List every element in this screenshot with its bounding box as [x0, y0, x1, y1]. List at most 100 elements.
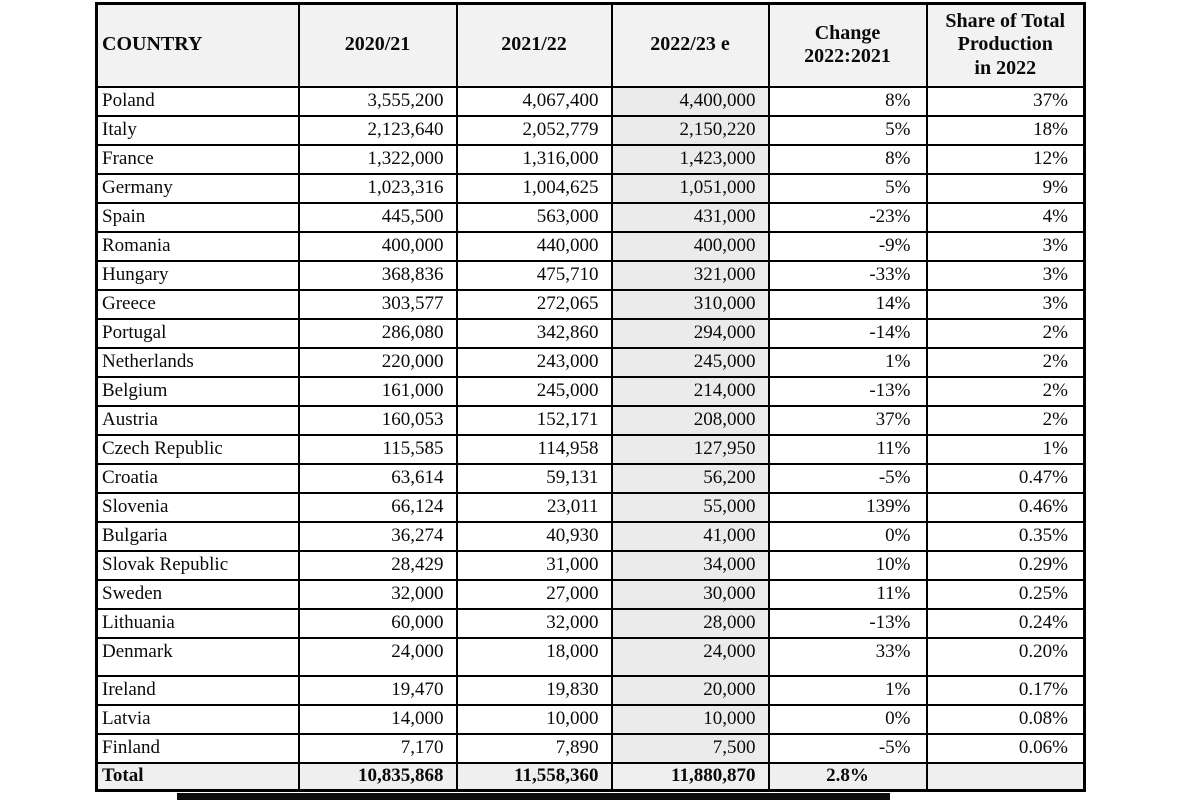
cell-change: -9%	[767, 230, 928, 262]
table-body: Poland 3,555,200 4,067,400 4,400,000 8% 37% It…	[95, 85, 1086, 764]
cell-share: 3%	[925, 288, 1086, 320]
cell-share: 2%	[925, 375, 1086, 407]
cell-share: 18%	[925, 114, 1086, 146]
cell-y2020: 28,429	[297, 549, 458, 581]
total-change: 2.8%	[767, 761, 928, 792]
cell-share: 2%	[925, 346, 1086, 378]
cell-country: Spain	[95, 201, 300, 233]
cell-share: 9%	[925, 172, 1086, 204]
cell-y2021: 19,830	[455, 674, 613, 706]
cell-country: Latvia	[95, 703, 300, 735]
cell-country: Lithuania	[95, 607, 300, 639]
cell-y2022: 28,000	[610, 607, 770, 639]
cell-y2021: 10,000	[455, 703, 613, 735]
cell-share: 0.29%	[925, 549, 1086, 581]
cell-y2022: 55,000	[610, 491, 770, 523]
cell-change: -23%	[767, 201, 928, 233]
cell-y2021: 440,000	[455, 230, 613, 262]
table-row: Romania 400,000 440,000 400,000 -9% 3%	[95, 230, 1086, 262]
cell-y2022: 400,000	[610, 230, 770, 262]
cell-y2020: 14,000	[297, 703, 458, 735]
cell-change: 1%	[767, 674, 928, 706]
cell-y2021: 475,710	[455, 259, 613, 291]
cell-y2022: 7,500	[610, 732, 770, 764]
table-row: Bulgaria 36,274 40,930 41,000 0% 0.35%	[95, 520, 1086, 552]
cell-country: Finland	[95, 732, 300, 764]
table-row: Czech Republic 115,585 114,958 127,950 11% 1%	[95, 433, 1086, 465]
table-footer: Total 10,835,868 11,558,360 11,880,870 2…	[95, 761, 1086, 792]
table-row: Spain 445,500 563,000 431,000 -23% 4%	[95, 201, 1086, 233]
table-row: Ireland 19,470 19,830 20,000 1% 0.17%	[95, 674, 1086, 706]
cell-change: 139%	[767, 491, 928, 523]
cell-change: 0%	[767, 520, 928, 552]
cell-y2022: 245,000	[610, 346, 770, 378]
header-row: COUNTRY 2020/21 2021/22 2022/23 e Change…	[95, 2, 1086, 88]
cell-y2021: 31,000	[455, 549, 613, 581]
cell-y2022: 10,000	[610, 703, 770, 735]
cell-change: -33%	[767, 259, 928, 291]
cell-y2020: 66,124	[297, 491, 458, 523]
cell-y2020: 160,053	[297, 404, 458, 436]
cell-y2020: 7,170	[297, 732, 458, 764]
cell-y2022: 41,000	[610, 520, 770, 552]
cell-change: -14%	[767, 317, 928, 349]
cell-share: 0.47%	[925, 462, 1086, 494]
cell-y2022: 34,000	[610, 549, 770, 581]
cell-y2020: 1,322,000	[297, 143, 458, 175]
cell-change: -13%	[767, 607, 928, 639]
cell-change: -5%	[767, 732, 928, 764]
cell-share: 1%	[925, 433, 1086, 465]
cell-change: -5%	[767, 462, 928, 494]
table-row: Poland 3,555,200 4,067,400 4,400,000 8% 37%	[95, 85, 1086, 117]
cell-y2021: 27,000	[455, 578, 613, 610]
table-row: France 1,322,000 1,316,000 1,423,000 8% 12%	[95, 143, 1086, 175]
cell-country: France	[95, 143, 300, 175]
cell-y2021: 32,000	[455, 607, 613, 639]
cell-y2022: 294,000	[610, 317, 770, 349]
table-row: Belgium 161,000 245,000 214,000 -13% 2%	[95, 375, 1086, 407]
cell-y2020: 303,577	[297, 288, 458, 320]
cell-country: Denmark	[95, 636, 300, 677]
cell-y2022: 2,150,220	[610, 114, 770, 146]
cell-y2021: 23,011	[455, 491, 613, 523]
cell-y2021: 114,958	[455, 433, 613, 465]
table-row: Denmark 24,000 18,000 24,000 33% 0.20%	[95, 636, 1086, 677]
cell-y2022: 208,000	[610, 404, 770, 436]
cell-change: 8%	[767, 143, 928, 175]
cell-change: 11%	[767, 433, 928, 465]
cell-y2020: 286,080	[297, 317, 458, 349]
production-table: COUNTRY 2020/21 2021/22 2022/23 e Change…	[95, 2, 1086, 792]
cell-y2022: 30,000	[610, 578, 770, 610]
cell-y2022: 127,950	[610, 433, 770, 465]
cell-change: 10%	[767, 549, 928, 581]
cell-y2022: 24,000	[610, 636, 770, 677]
total-label: Total	[95, 761, 300, 792]
table-row: Croatia 63,614 59,131 56,200 -5% 0.47%	[95, 462, 1086, 494]
header-2022-23e: 2022/23 e	[610, 2, 770, 88]
cell-country: Romania	[95, 230, 300, 262]
cell-y2020: 445,500	[297, 201, 458, 233]
cell-y2021: 4,067,400	[455, 85, 613, 117]
cell-y2020: 2,123,640	[297, 114, 458, 146]
table-row: Italy 2,123,640 2,052,779 2,150,220 5% 18%	[95, 114, 1086, 146]
cell-country: Czech Republic	[95, 433, 300, 465]
cell-change: 14%	[767, 288, 928, 320]
table-row: Sweden 32,000 27,000 30,000 11% 0.25%	[95, 578, 1086, 610]
cell-y2020: 36,274	[297, 520, 458, 552]
cell-country: Sweden	[95, 578, 300, 610]
cell-change: 0%	[767, 703, 928, 735]
cell-y2020: 115,585	[297, 433, 458, 465]
cell-share: 0.08%	[925, 703, 1086, 735]
cell-y2020: 220,000	[297, 346, 458, 378]
cell-country: Poland	[95, 85, 300, 117]
cell-share: 0.06%	[925, 732, 1086, 764]
cell-country: Slovak Republic	[95, 549, 300, 581]
cell-y2020: 24,000	[297, 636, 458, 677]
table-row: Austria 160,053 152,171 208,000 37% 2%	[95, 404, 1086, 436]
header-share: Share of Total Production in 2022	[925, 2, 1086, 88]
cell-y2022: 4,400,000	[610, 85, 770, 117]
cell-y2021: 59,131	[455, 462, 613, 494]
cell-change: 8%	[767, 85, 928, 117]
cell-y2022: 1,051,000	[610, 172, 770, 204]
